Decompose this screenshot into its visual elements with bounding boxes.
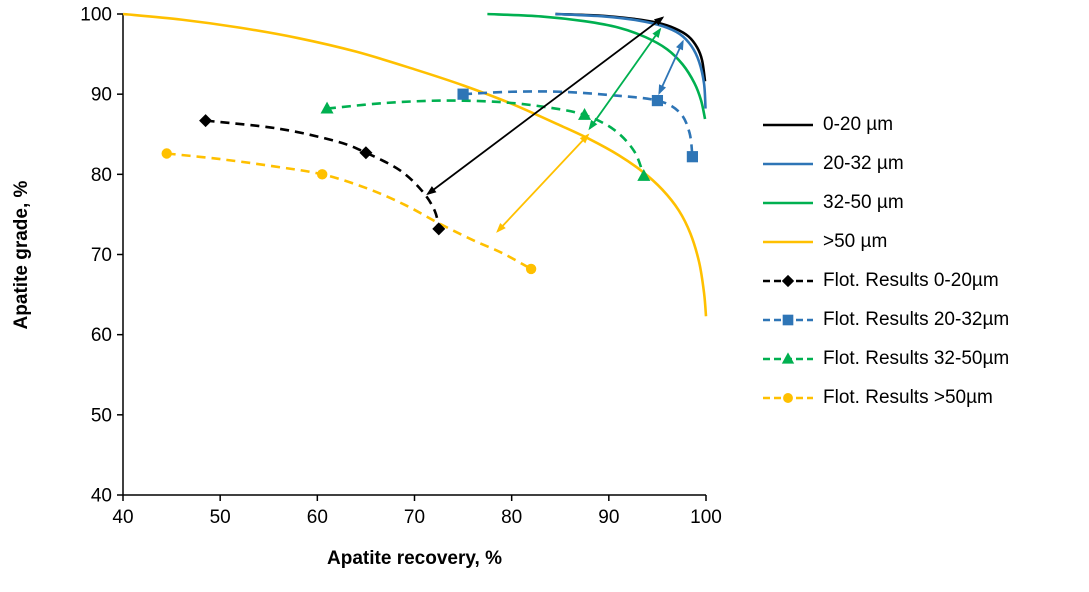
arrow-head [652,27,662,38]
arrow-head [579,133,590,144]
y-tick-label: 40 [91,486,112,507]
legend-sample-dashed-line [763,314,813,326]
legend-label: Flot. Results 32-50µm [823,348,1010,369]
legend-label: 32-50 µm [823,192,904,213]
x-tick-label: 100 [690,507,722,528]
legend-label: Flot. Results >50µm [823,387,993,408]
legend-item-32-50-m: 32-50 µm [762,192,1009,214]
arrow-head [653,16,665,26]
legend: 0-20 µm 20-32 µm 32-50 µm >50 µm Flot. Resul… [762,114,1009,409]
arrow-shaft [588,28,661,130]
marker-square [457,88,469,100]
y-tick-label: 50 [91,405,112,426]
legend-item-flot-results-50-m: Flot. Results >50µm [762,387,1009,409]
arrow-annotation-2 [588,27,662,131]
legend-sample-solid-line [763,240,813,244]
arrow-annotation-0 [426,16,665,196]
arrow-head [588,119,598,131]
legend-label: Flot. Results 20-32µm [823,309,1010,330]
x-axis-title: Apatite recovery, % [327,548,502,569]
series-line [166,152,532,271]
legend-label: Flot. Results 0-20µm [823,270,999,291]
legend-item-50-m: >50 µm [762,231,1009,253]
marker-triangle [320,101,334,114]
marker-square [686,151,698,163]
marker-diamond [199,114,213,128]
marker-triangle [637,168,651,181]
marker-circle [316,169,328,180]
arrow-annotation-1 [658,39,684,95]
arrow-head [676,39,684,51]
marker-square [651,94,664,107]
marker-diamond [359,146,373,160]
legend-sample-solid-line [763,162,813,166]
marker-triangle [578,108,592,120]
marker-circle [525,263,537,275]
legend-sample-dashed-line [763,352,813,364]
series-line [487,12,707,120]
arrow-shaft [496,134,589,233]
arrow-head [426,186,437,196]
marker-circle [783,393,793,403]
y-tick-label: 90 [91,85,112,106]
markers-flot-results-50-m [161,148,537,275]
y-tick-label: 70 [91,245,112,266]
series-line [122,12,708,317]
arrow-shaft [658,41,684,94]
series-flot-results-20-32-m [463,90,694,157]
series-flot-results-32-50-m [326,99,646,177]
legend-label: 20-32 µm [823,153,904,174]
arrow-head [496,222,506,233]
series-markers [161,88,698,275]
series-flot-results-50-m [166,152,532,271]
markers-flot-results-0-20-m [199,114,446,236]
x-tick-label: 80 [501,507,522,528]
markers-flot-results-32-50-m [320,101,651,181]
legend-item-flot-results-0-20-m: Flot. Results 0-20µm [762,270,1009,292]
series-line [555,12,707,109]
arrow-head [658,84,666,95]
series-line [326,99,646,177]
legend-sample-solid-line [763,123,813,127]
marker-circle [161,148,172,159]
y-tick-label: 100 [80,5,112,26]
arrow-annotation-3 [496,133,590,233]
marker-triangle [781,352,795,364]
legend-sample-dashed-line [763,274,813,288]
series-line [205,119,441,230]
y-tick-label: 80 [91,165,112,186]
markers-flot-results-20-32-m [457,88,698,163]
axes [122,14,706,496]
legend-item-flot-results-20-32-m: Flot. Results 20-32µm [762,309,1009,331]
x-tick-label: 60 [307,507,328,528]
y-tick-label: 60 [91,325,112,346]
x-tick-label: 40 [112,507,133,528]
series-flot-results-0-20-m [205,119,441,230]
legend-label: >50 µm [823,231,888,252]
series-line [463,90,694,157]
x-tick-label: 50 [210,507,231,528]
series-20-32-m [555,12,707,109]
marker-square [782,314,794,326]
x-tick-label: 90 [598,507,619,528]
legend-item-0-20-m: 0-20 µm [762,114,1009,136]
legend-label: 0-20 µm [823,114,894,135]
legend-item-20-32-m: 20-32 µm [762,153,1009,175]
x-tick-label: 70 [404,507,425,528]
legend-item-flot-results-32-50-m: Flot. Results 32-50µm [762,348,1009,370]
y-axis-title: Apatite grade, % [11,180,32,330]
series-lines [122,12,708,317]
marker-diamond [781,274,795,288]
legend-sample-solid-line [763,201,813,205]
tick-labels: 40 50 60 70 80 90 100 40 50 60 70 80 90 100 [80,5,722,529]
series-32-50-m [487,12,707,120]
legend-sample-dashed-line [763,393,813,403]
tick-marks [117,13,707,501]
series-50-m [122,12,708,317]
arrow-shaft [427,16,664,195]
marker-diamond [432,222,446,236]
